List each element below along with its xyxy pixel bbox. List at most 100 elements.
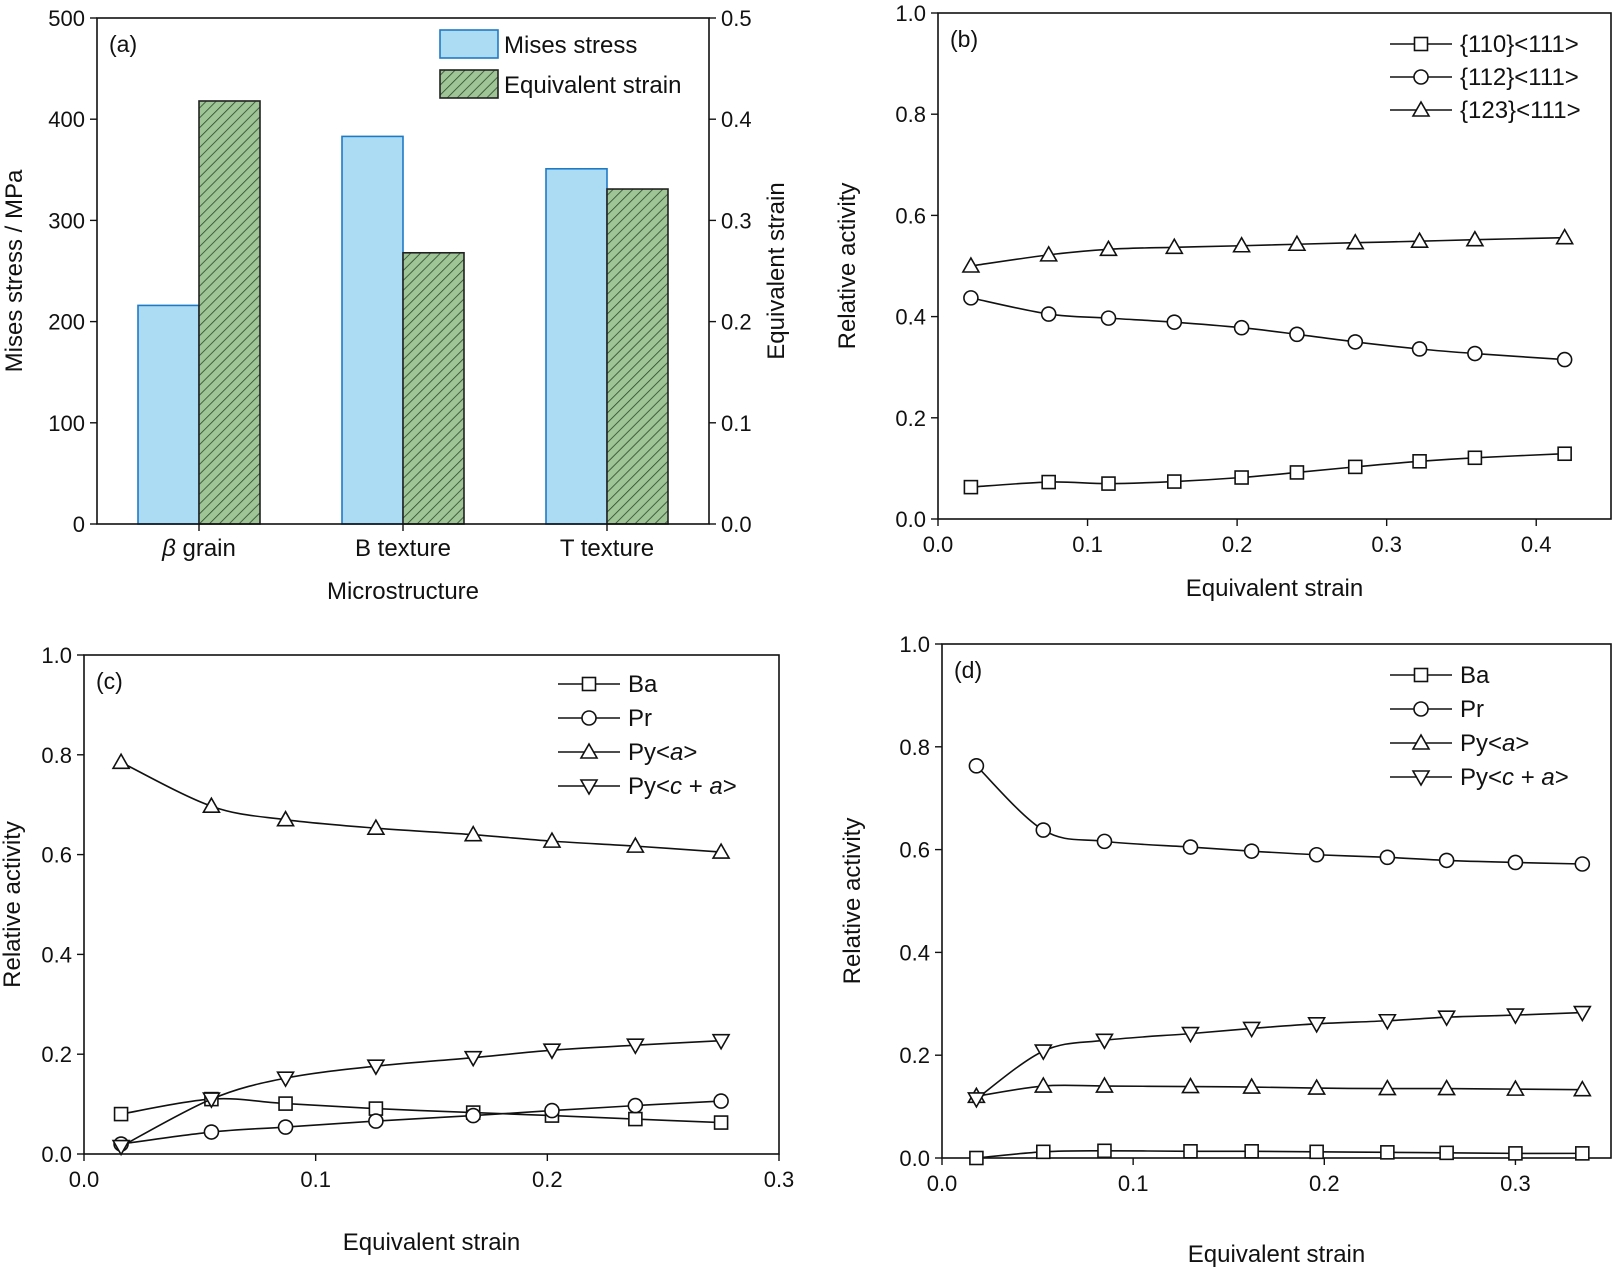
plot-frame (96, 17, 710, 525)
y-tick-label: 300 (48, 208, 85, 233)
data-point-triangle-down (1033, 1044, 1053, 1061)
panel-label: (c) (96, 668, 123, 694)
y-axis-label: Relative activity (839, 818, 866, 985)
x-tick-label: 0.2 (1222, 532, 1253, 557)
data-point-triangle-up (961, 256, 981, 273)
data-point-triangle-up (366, 818, 386, 835)
panel-b-line-chart: 0.0 0.1 0.2 0.3 0.4 0.0 0.2 0.4 0.6 0.8 1.0 Equival… (834, 1, 1612, 602)
data-point-square (1234, 470, 1249, 485)
y-right-axis-label: Equivalent strain (763, 182, 790, 359)
legend-label: {110}<111> (1460, 31, 1579, 58)
data-point-square (1097, 1143, 1112, 1159)
data-point-circle (203, 1124, 220, 1140)
x-tick-label: 0.3 (764, 1167, 795, 1192)
x-tick-label: 0.0 (69, 1167, 100, 1192)
data-point-triangle-up (111, 752, 131, 770)
data-point-circle (1411, 341, 1428, 357)
legend-marker-triangle-down (579, 779, 599, 796)
data-point-square (1380, 1145, 1395, 1160)
y-right-tick-label: 0.0 (721, 512, 752, 537)
bar-equivalent-strain (198, 100, 261, 525)
y-axis-label: Relative activity (834, 183, 861, 350)
data-point-triangle-down (1506, 1008, 1525, 1025)
data-point-circle (1347, 334, 1364, 350)
data-point-circle (1182, 839, 1199, 855)
data-point-triangle-up (1232, 236, 1251, 253)
legend-marker-square (1413, 36, 1429, 52)
bar-mises-stress (341, 135, 404, 525)
data-point-circle (1166, 314, 1183, 330)
x-axis-label: Microstructure (327, 578, 479, 605)
data-point-circle (277, 1119, 294, 1135)
series-line (976, 1084, 1583, 1098)
data-point-triangle-down (1307, 1017, 1327, 1034)
legend-marker-circle (581, 710, 597, 726)
data-point-triangle-down (1377, 1013, 1397, 1031)
y-tick-label: 1.0 (41, 643, 72, 668)
data-point-triangle-up (1555, 228, 1575, 245)
data-point-triangle-up (1506, 1079, 1525, 1096)
plot-frame (83, 654, 780, 1155)
y-tick-label: 400 (48, 107, 85, 132)
data-point-circle (1507, 854, 1524, 871)
panel-d-line-chart: 0.0 0.1 0.2 0.3 0.0 0.2 0.4 0.6 0.8 1.0 Equivalent… (839, 632, 1612, 1268)
panel-label: (a) (109, 31, 137, 57)
x-tick-label: 0.1 (300, 1167, 331, 1192)
data-point-square (1412, 454, 1427, 469)
data-point-circle (1233, 319, 1250, 336)
data-point-circle (1438, 852, 1455, 869)
legend-marker-triangle-up (579, 742, 599, 759)
x-tick-label: 0.0 (927, 1171, 958, 1196)
data-point-triangle-up (1307, 1078, 1327, 1095)
data-point-circle (1100, 310, 1117, 326)
legend-marker-triangle-up (1411, 100, 1431, 117)
x-axis-label: Equivalent strain (1188, 1241, 1365, 1268)
y-tick-label: 0.2 (41, 1042, 72, 1067)
data-point-triangle-up (711, 842, 731, 859)
legend-marker-square (1413, 667, 1429, 683)
data-point-triangle-up (1099, 239, 1118, 257)
y-tick-label: 0.0 (899, 1146, 930, 1171)
legend-swatch-mises-stress (439, 29, 499, 59)
data-point-triangle-down (967, 1092, 986, 1109)
x-tick-label: 0.3 (1500, 1171, 1531, 1196)
data-point-circle (368, 1113, 384, 1129)
bar-equivalent-strain (606, 188, 669, 525)
y-tick-label: 0.8 (895, 102, 926, 127)
legend-label: Py<c + a> (1460, 764, 1569, 791)
x-tick-label: β grain (161, 535, 236, 562)
data-point-triangle-down (366, 1059, 386, 1076)
data-point-triangle-down (1242, 1021, 1262, 1039)
data-point-triangle-up (463, 825, 483, 842)
y-right-tick-label: 0.2 (721, 310, 752, 335)
y-tick-label: 500 (48, 6, 85, 31)
data-point-triangle-down (711, 1033, 731, 1051)
y-tick-label: 0.0 (41, 1142, 72, 1167)
data-point-square (1041, 474, 1056, 490)
data-point-triangle-up (1437, 1078, 1456, 1096)
y-right-tick-label: 0.3 (721, 208, 752, 233)
y-right-tick-label: 0.1 (721, 411, 752, 436)
y-tick-label: 0.6 (895, 203, 926, 228)
panel-label: (b) (950, 26, 978, 52)
y-tick-label: 1.0 (895, 1, 926, 26)
legend-label: Py<a> (628, 739, 697, 766)
data-point-triangle-up (1164, 237, 1184, 255)
data-point-square (1183, 1144, 1198, 1159)
data-point-circle (1574, 856, 1591, 872)
legend-label-equivalent-strain: Equivalent strain (504, 72, 681, 99)
legend-marker-circle (1413, 701, 1429, 717)
data-point-circle (1379, 849, 1396, 866)
data-point-square (969, 1150, 984, 1166)
legend-marker-triangle-up (1411, 733, 1431, 750)
x-tick-label: 0.4 (1521, 532, 1552, 557)
data-point-square (1166, 474, 1182, 489)
data-point-circle (1556, 351, 1573, 368)
y-tick-label: 0.6 (899, 838, 930, 863)
data-point-circle (713, 1093, 729, 1109)
legend-label: {112}<111> (1460, 64, 1579, 91)
data-point-square (1101, 476, 1116, 491)
y-tick-label: 0.4 (41, 942, 72, 967)
data-point-circle (1467, 345, 1483, 362)
data-point-circle (1035, 822, 1052, 838)
